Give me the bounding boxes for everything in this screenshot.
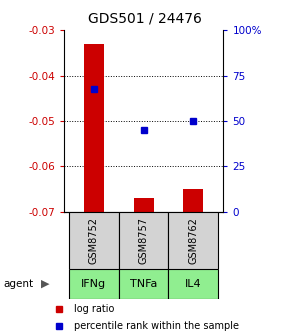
Text: IL4: IL4	[185, 279, 202, 289]
Bar	[168, 212, 218, 269]
Text: GSM8762: GSM8762	[188, 217, 198, 264]
Text: log ratio: log ratio	[74, 304, 114, 314]
Text: IFNg: IFNg	[81, 279, 106, 289]
Bar	[134, 198, 153, 212]
Text: TNFa: TNFa	[130, 279, 157, 289]
Bar	[84, 44, 104, 212]
Text: percentile rank within the sample: percentile rank within the sample	[74, 321, 239, 331]
Bar	[168, 269, 218, 299]
Text: GDS501 / 24476: GDS501 / 24476	[88, 12, 202, 26]
Bar	[119, 212, 168, 269]
Text: ▶: ▶	[41, 279, 49, 289]
Text: GSM8757: GSM8757	[139, 217, 148, 264]
Bar	[119, 269, 168, 299]
Bar	[69, 269, 119, 299]
Text: agent: agent	[3, 279, 33, 289]
Bar	[69, 212, 119, 269]
Bar	[184, 189, 203, 212]
Text: GSM8752: GSM8752	[89, 217, 99, 264]
